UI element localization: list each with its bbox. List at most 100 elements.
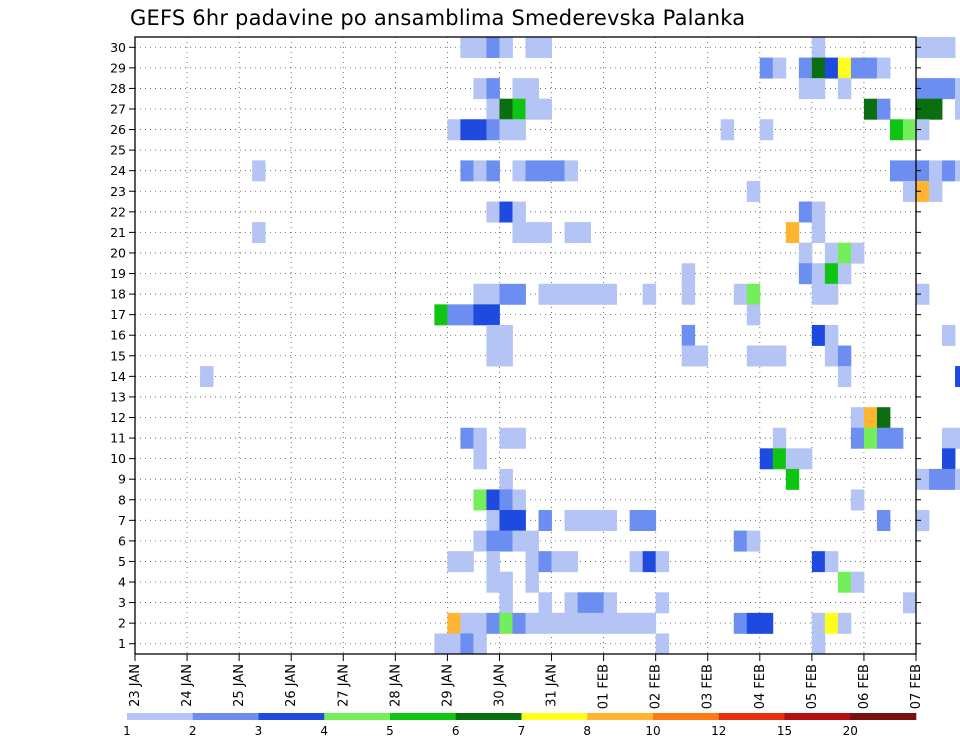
y-tick-label: 21 bbox=[110, 225, 126, 240]
precip-cell bbox=[564, 283, 578, 305]
precip-cell bbox=[942, 427, 956, 449]
colorbar-label: 2 bbox=[189, 724, 197, 738]
precip-cell bbox=[798, 57, 813, 79]
y-tick-label: 29 bbox=[110, 60, 126, 75]
chart-title: GEFS 6hr padavine po ansamblima Smederev… bbox=[130, 6, 746, 30]
precip-cell bbox=[512, 489, 526, 511]
y-tick-label: 23 bbox=[110, 184, 126, 199]
precip-cell bbox=[525, 160, 539, 182]
precip-cell bbox=[473, 530, 487, 552]
y-tick-label: 13 bbox=[110, 389, 126, 404]
precip-cell bbox=[942, 37, 956, 58]
colorbar-label: 15 bbox=[777, 724, 792, 738]
precip-cell bbox=[942, 78, 956, 100]
precip-cell bbox=[512, 119, 526, 141]
precip-cell bbox=[824, 283, 839, 305]
precip-cell bbox=[499, 571, 513, 593]
precip-cell bbox=[486, 571, 500, 593]
precip-cell bbox=[733, 283, 748, 305]
y-tick-label: 7 bbox=[118, 513, 126, 528]
y-tick-label: 17 bbox=[110, 307, 126, 322]
x-tick-label: 26 JAN bbox=[284, 664, 299, 707]
precip-cell bbox=[473, 283, 487, 305]
y-tick-label: 2 bbox=[118, 616, 126, 631]
colorbar-label: 8 bbox=[583, 724, 591, 738]
precip-cell bbox=[486, 119, 500, 141]
precip-cell bbox=[460, 37, 474, 58]
precip-cell bbox=[681, 345, 696, 367]
precip-cell bbox=[499, 468, 513, 490]
colorbar-segment bbox=[784, 713, 851, 720]
precip-cell bbox=[876, 407, 891, 429]
precip-cell bbox=[538, 592, 552, 614]
precip-cell bbox=[629, 510, 644, 531]
precip-cell bbox=[929, 468, 943, 490]
precip-cell bbox=[772, 345, 787, 367]
precip-cell bbox=[811, 263, 826, 285]
precip-cell bbox=[916, 283, 930, 305]
x-tick-label: 28 JAN bbox=[388, 664, 403, 707]
y-tick-label: 12 bbox=[110, 410, 126, 425]
precip-cell bbox=[486, 283, 500, 305]
precip-cell bbox=[577, 283, 591, 305]
precip-cell bbox=[486, 37, 500, 58]
precip-cell bbox=[929, 160, 943, 182]
colorbar-label: 12 bbox=[711, 724, 726, 738]
precip-cell bbox=[759, 345, 774, 367]
precip-cell bbox=[811, 37, 826, 58]
precip-cell bbox=[798, 448, 813, 470]
y-tick-label: 18 bbox=[110, 287, 126, 302]
precip-cell bbox=[811, 633, 826, 655]
precip-cell bbox=[590, 510, 604, 531]
precip-cell bbox=[564, 222, 578, 244]
precip-cell bbox=[512, 283, 526, 305]
precip-cell bbox=[746, 304, 761, 326]
precip-cell bbox=[824, 242, 839, 264]
precip-cell bbox=[473, 160, 487, 182]
colorbar-segment bbox=[653, 713, 720, 720]
precip-cell bbox=[929, 78, 943, 100]
precip-cell bbox=[929, 98, 943, 120]
precip-cell bbox=[811, 612, 826, 634]
precip-cell bbox=[473, 78, 487, 100]
precip-cell bbox=[564, 551, 578, 573]
precip-cell bbox=[460, 551, 474, 573]
precip-cell bbox=[538, 37, 552, 58]
precip-cell bbox=[837, 57, 852, 79]
precip-cell bbox=[681, 263, 696, 285]
precip-cell bbox=[473, 633, 487, 655]
precip-cell bbox=[252, 222, 266, 244]
precip-cell bbox=[837, 78, 852, 100]
precip-cell bbox=[486, 304, 500, 326]
precip-cell bbox=[629, 551, 644, 573]
precip-cell bbox=[863, 57, 878, 79]
precip-cell bbox=[876, 98, 891, 120]
precip-cell bbox=[889, 119, 904, 141]
precip-cell bbox=[473, 427, 487, 449]
precip-cell bbox=[837, 345, 852, 367]
precip-cell bbox=[863, 98, 878, 120]
precip-cell bbox=[798, 242, 813, 264]
precip-cell bbox=[863, 407, 878, 429]
y-tick-label: 14 bbox=[110, 369, 126, 384]
precip-cell bbox=[733, 612, 748, 634]
precip-cell bbox=[681, 283, 696, 305]
colorbar-segment bbox=[718, 713, 785, 720]
precip-cell bbox=[460, 612, 474, 634]
y-tick-label: 16 bbox=[110, 328, 126, 343]
y-tick-label: 15 bbox=[110, 348, 126, 363]
precip-cell bbox=[499, 612, 513, 634]
x-tick-label: 05 FEB bbox=[805, 664, 820, 709]
precip-cell bbox=[746, 612, 761, 634]
precip-cell bbox=[512, 427, 526, 449]
precip-cell bbox=[486, 551, 500, 573]
precip-cell bbox=[955, 427, 960, 449]
precip-cell bbox=[642, 510, 657, 531]
precip-cell bbox=[590, 612, 604, 634]
precip-cell bbox=[577, 510, 591, 531]
precip-cell bbox=[955, 160, 960, 182]
y-tick-label: 25 bbox=[110, 143, 126, 158]
precip-cell bbox=[876, 427, 891, 449]
precip-cell bbox=[837, 263, 852, 285]
precip-cell bbox=[837, 242, 852, 264]
